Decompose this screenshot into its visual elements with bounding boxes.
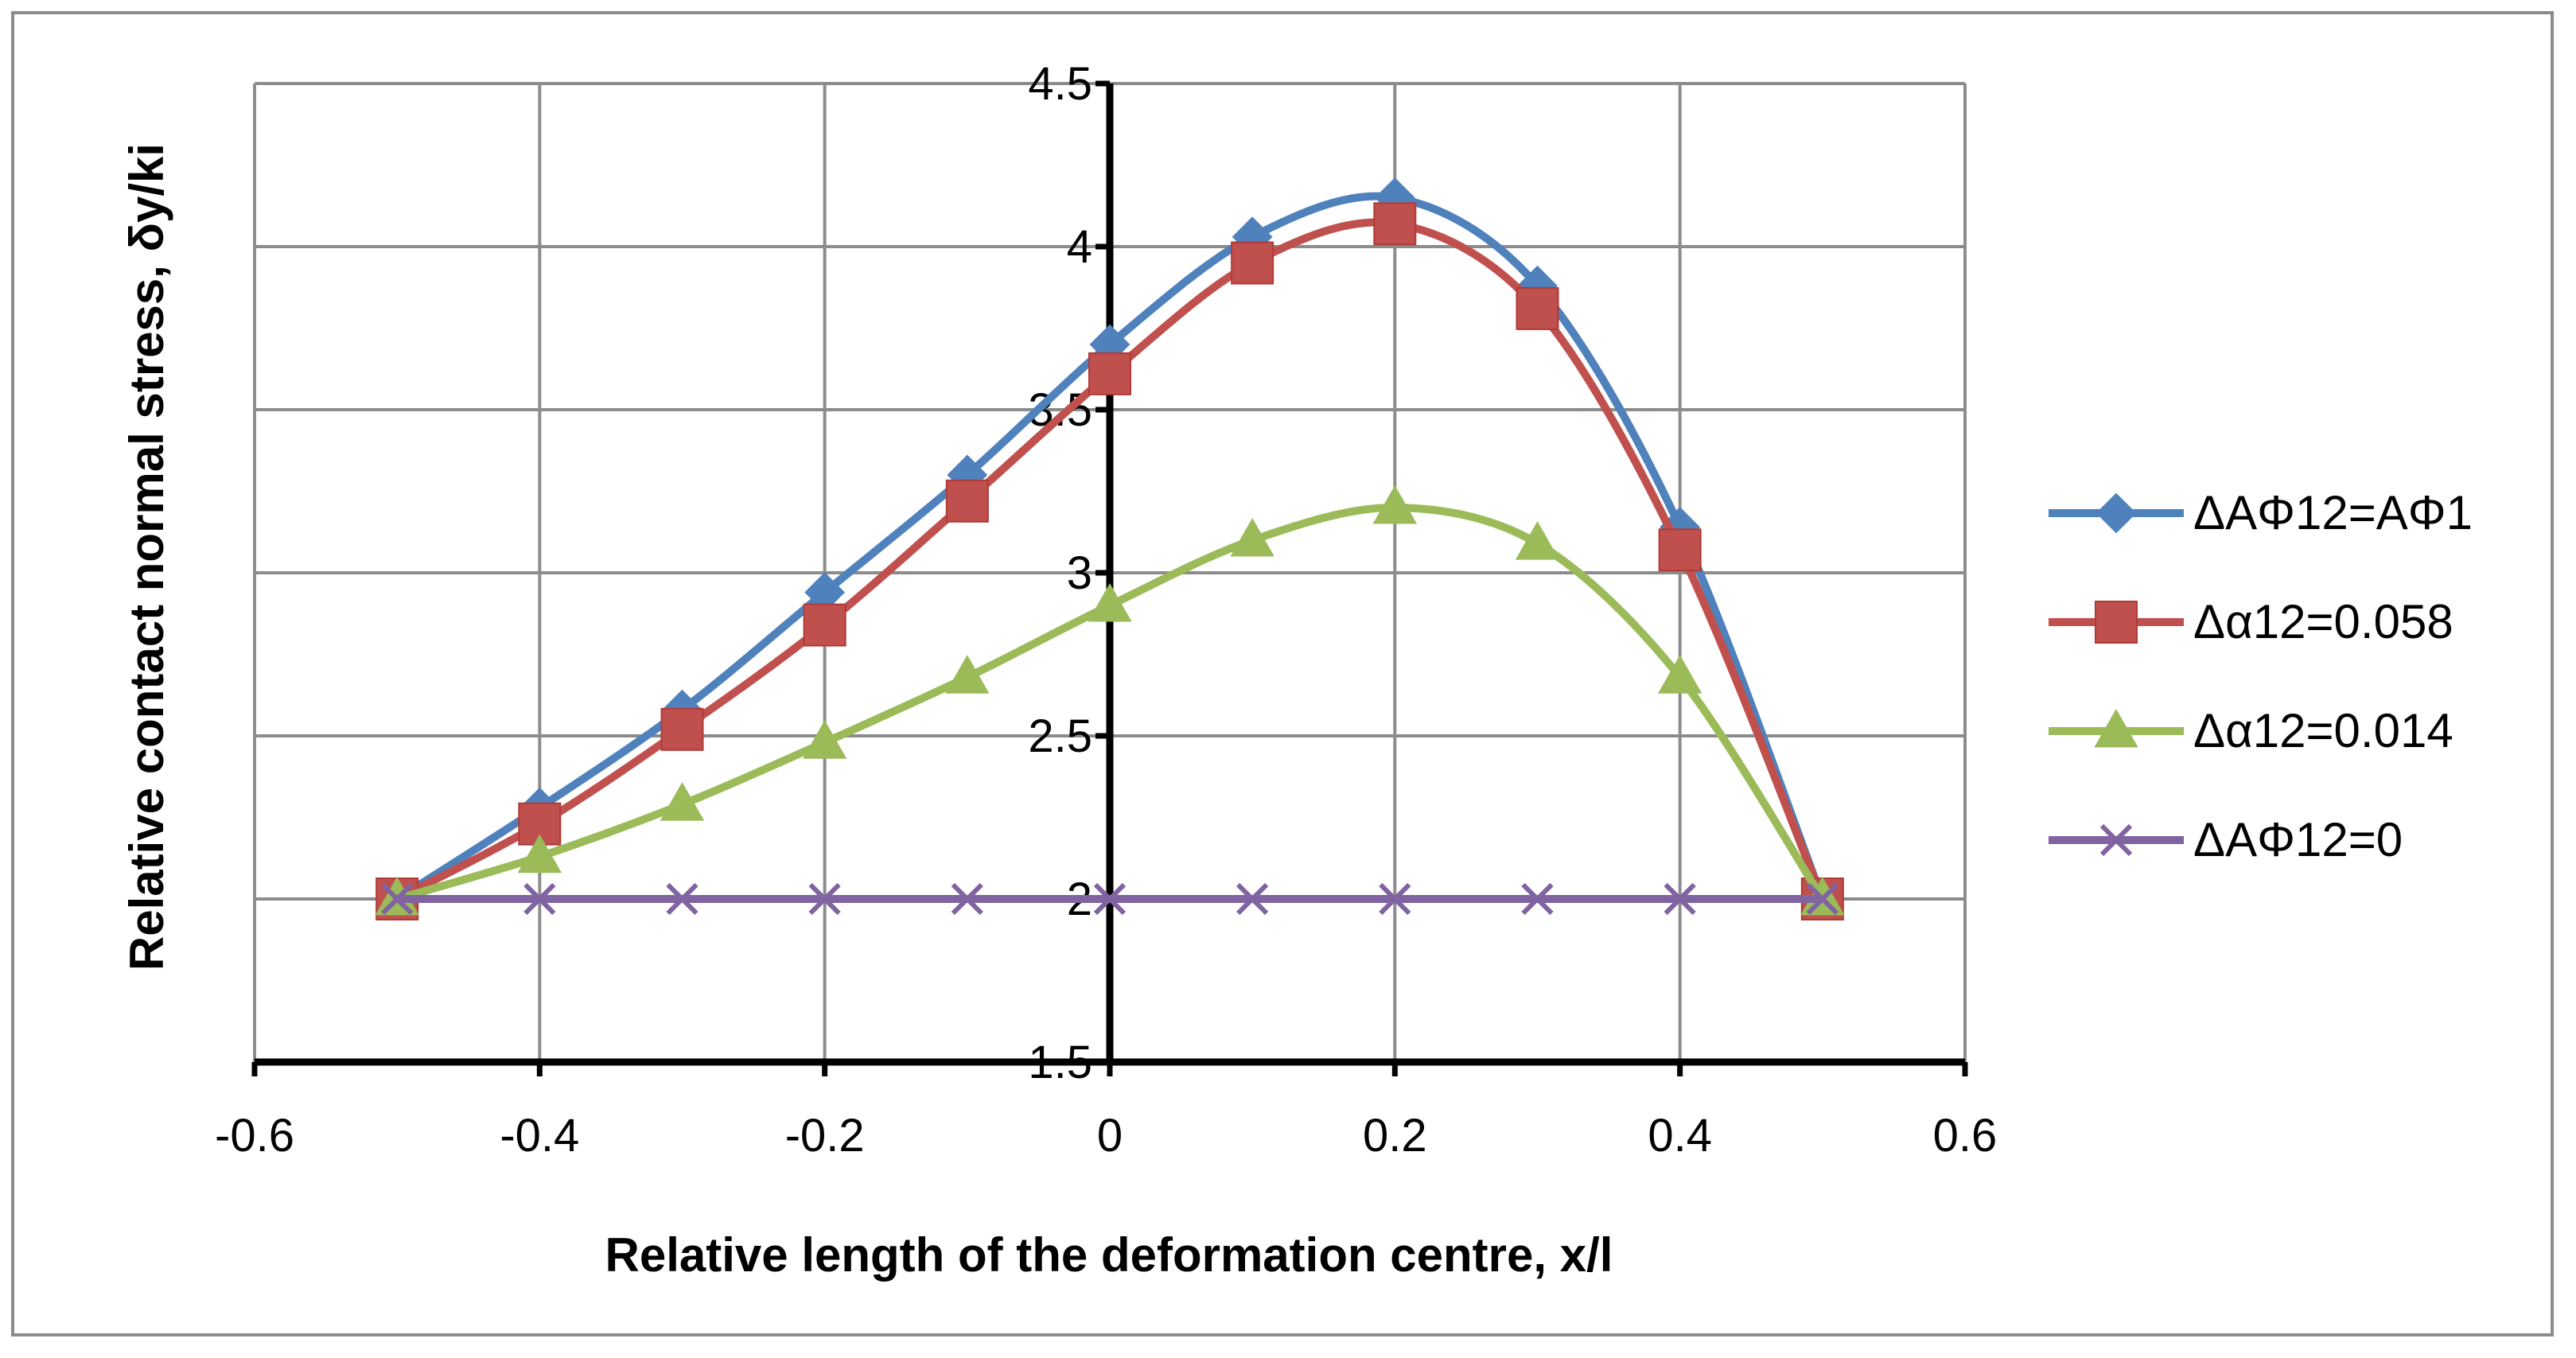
legend-marker xyxy=(2094,708,2138,748)
x-marker-stroke xyxy=(1093,882,1127,916)
series-line xyxy=(395,503,1827,903)
tick-labels: -0.6 -0.4 -0.2 0 0.2 0.4 0.61.522.533.544.5 xyxy=(215,58,1997,1161)
chart-frame xyxy=(11,11,2554,1337)
x-marker-stroke xyxy=(1664,882,1696,916)
legend-marker xyxy=(2095,492,2137,534)
data-point xyxy=(1231,241,1274,285)
series-line xyxy=(395,218,1827,903)
series-layer xyxy=(375,177,1845,920)
data-point xyxy=(945,655,990,694)
data-point xyxy=(1515,521,1560,560)
x-tick-label: -0.2 xyxy=(785,1110,865,1161)
x-marker-stroke xyxy=(951,882,983,916)
legend-label: ΔAΦ12=0 xyxy=(2193,813,2403,866)
x-tick-label: 0.2 xyxy=(1363,1110,1427,1161)
data-point xyxy=(666,882,698,916)
x-marker-stroke xyxy=(523,882,556,916)
x-marker-stroke xyxy=(2099,823,2133,857)
data-point xyxy=(1372,484,1418,524)
data-point xyxy=(1521,882,1554,916)
data-point xyxy=(1373,202,1417,246)
data-point xyxy=(517,834,562,874)
data-point xyxy=(802,720,847,759)
legend-item: ΔAΦ12=AΦ1 xyxy=(2049,486,2473,539)
x-marker-stroke xyxy=(381,882,414,916)
x-tick-label: -0.6 xyxy=(215,1110,294,1161)
data-point xyxy=(1806,882,1839,916)
data-point xyxy=(1516,286,1559,330)
legend-marker xyxy=(2095,601,2138,644)
y-tick-label: 3 xyxy=(1067,547,1092,599)
data-point xyxy=(951,882,983,916)
legend-label: Δα12=0.014 xyxy=(2193,704,2453,757)
data-point xyxy=(808,882,841,916)
legend-label: ΔAΦ12=AΦ1 xyxy=(2193,486,2473,539)
legend-label: Δα12=0.058 xyxy=(2193,595,2453,648)
data-point xyxy=(1088,582,1132,622)
x-marker-stroke xyxy=(1521,882,1554,916)
legend-marker xyxy=(2099,823,2133,857)
x-tick-label: -0.4 xyxy=(500,1110,579,1161)
series-4 xyxy=(381,882,1839,916)
x-axis-title: Relative length of the deformation centr… xyxy=(605,1228,1613,1282)
x-tick-label: 0.4 xyxy=(1648,1110,1712,1161)
data-point xyxy=(1664,882,1696,916)
data-point xyxy=(660,707,704,751)
data-point xyxy=(1088,352,1131,395)
data-point xyxy=(523,882,556,916)
x-marker-stroke xyxy=(1379,882,1411,916)
data-point xyxy=(803,603,846,647)
x-marker-stroke xyxy=(1806,882,1839,916)
data-point xyxy=(1657,655,1702,694)
data-point xyxy=(381,882,414,916)
data-point xyxy=(1093,882,1127,916)
legend: ΔAΦ12=AΦ1 Δα12=0.058 Δα12=0.014 ΔAΦ12=0 xyxy=(2049,486,2473,866)
x-marker-stroke xyxy=(1236,882,1269,916)
data-point xyxy=(945,479,989,523)
x-tick-label: 0.6 xyxy=(1933,1110,1998,1161)
x-tick-label: 0 xyxy=(1097,1110,1123,1161)
data-point xyxy=(1658,528,1702,572)
legend-item: ΔAΦ12=0 xyxy=(2049,813,2403,866)
data-point xyxy=(1379,882,1411,916)
x-marker-stroke xyxy=(808,882,841,916)
axes xyxy=(251,80,1968,1076)
data-point xyxy=(1230,517,1274,557)
y-tick-label: 4 xyxy=(1067,221,1092,273)
y-tick-label: 4.5 xyxy=(1028,58,1092,110)
y-tick-label: 1.5 xyxy=(1028,1037,1092,1088)
y-tick-label: 2.5 xyxy=(1028,710,1092,762)
legend-item: Δα12=0.058 xyxy=(2049,595,2453,648)
data-point xyxy=(1236,882,1269,916)
y-axis-title: Relative contact normal stress, δy/ki xyxy=(120,143,173,971)
data-point xyxy=(660,782,705,821)
x-marker-stroke xyxy=(666,882,698,916)
legend-item: Δα12=0.014 xyxy=(2049,704,2453,757)
